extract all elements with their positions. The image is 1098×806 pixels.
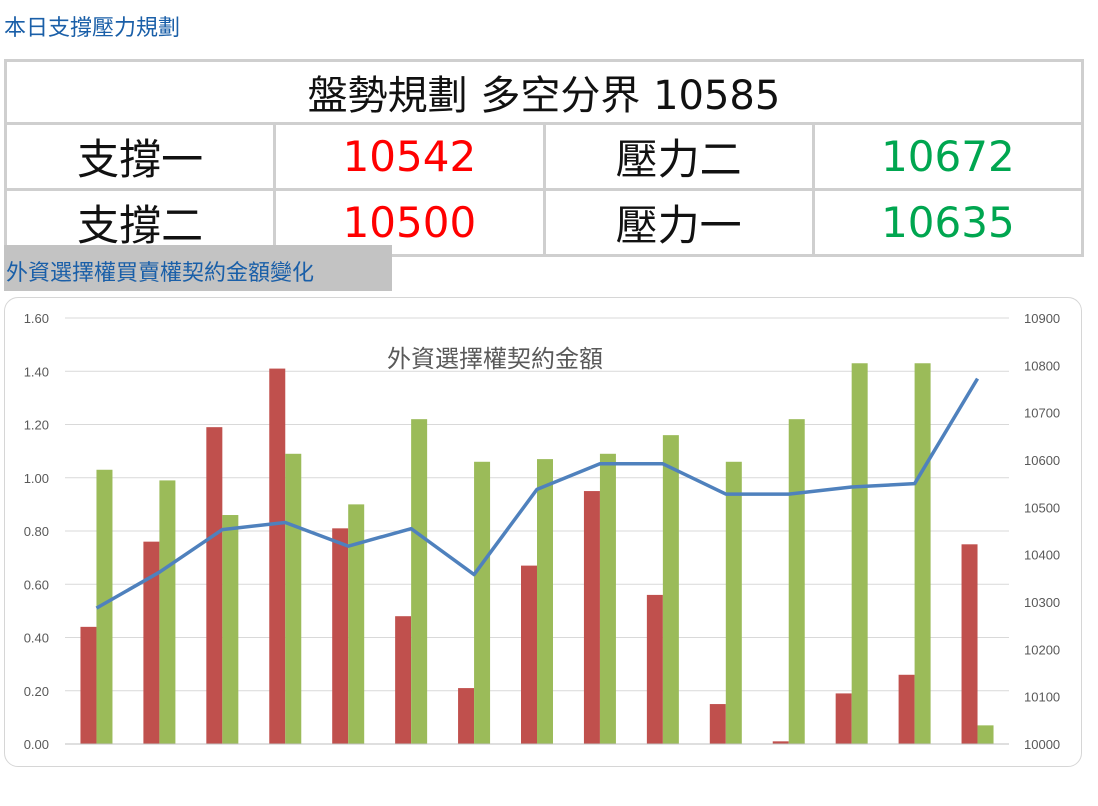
bar-red [646,594,663,744]
y-left-tick-label: 0.80 [24,524,49,539]
y-right-tick-label: 10400 [1024,548,1060,563]
section-title-options: 外資選擇權買賣權契約金額變化 [6,261,315,286]
bar-green [96,469,113,744]
bar-green [599,453,616,744]
chart-title: 外資選擇權契約金額 [387,345,603,373]
bar-red [961,544,978,744]
y-right-tick-label: 10700 [1024,406,1060,421]
y-left-tick-label: 0.00 [24,737,49,752]
bar-red [709,704,726,744]
bar-green [222,515,239,744]
bar-red [458,688,475,744]
y-right-tick-label: 10200 [1024,642,1060,657]
y-right-tick-label: 10800 [1024,358,1060,373]
bar-green [662,435,679,744]
bar-red [835,693,852,744]
bar-red [80,626,97,744]
bar-green [788,419,805,744]
support-value: 10500 [273,188,546,257]
index-line [95,377,980,610]
bar-green [725,461,742,744]
bar-red [143,541,160,744]
bar-green [411,419,428,744]
bar-green [159,480,176,744]
bar-green [537,459,553,744]
bar-green [914,363,931,744]
bar-green [977,725,994,744]
y-left-tick-label: 1.00 [24,471,49,486]
pressure-label: 壓力一 [542,188,815,257]
bar-red [521,565,537,744]
bar-green [474,461,491,744]
y-left-tick-label: 0.60 [24,577,49,592]
plan-row: 支撐二 10500 壓力一 10635 [3,188,1085,257]
y-left-tick-label: 1.60 [24,311,49,326]
pressure-label: 壓力二 [542,122,815,191]
y-right-tick-label: 10600 [1024,453,1060,468]
bar-green [851,363,868,744]
section-title-background [4,245,392,291]
plan-row: 支撐一 10542 壓力二 10672 [3,122,1085,191]
y-right-tick-label: 10000 [1024,737,1060,752]
bar-green [285,453,302,744]
support-value: 10542 [273,122,546,191]
bar-red [772,741,789,744]
y-left-tick-label: 0.20 [24,684,49,699]
bar-red [898,674,915,744]
bar-red [332,528,349,744]
pressure-value: 10635 [811,188,1085,257]
y-right-tick-label: 10900 [1024,311,1060,326]
bar-green [348,504,365,744]
options-chart: 0.00 0.20 0.40 0.60 0.80 1.00 1.20 1.40 1.60 1000… [24,311,1060,752]
y-left-tick-label: 1.40 [24,364,49,379]
support-label: 支撐一 [3,122,277,191]
plan-table: 盤勢規劃 多空分界 10585 支撐一 10542 壓力二 10672 支撐二 … [3,59,1085,257]
y-left-tick-label: 1.20 [24,418,49,433]
plan-title-row: 盤勢規劃 多空分界 10585 [4,59,1084,125]
plan-title: 盤勢規劃 多空分界 10585 [4,59,1084,125]
bar-red [583,491,600,744]
bar-red [395,616,412,744]
y-right-tick-label: 10100 [1024,690,1060,705]
bar-red [269,368,286,744]
y-right-tick-label: 10300 [1024,595,1060,610]
section-title-support-pressure: 本日支撐壓力規劃 [4,16,181,41]
chart-container: 0.00 0.20 0.40 0.60 0.80 1.00 1.20 1.40 1.60 1000… [4,297,1082,767]
y-right-tick-label: 10500 [1024,500,1060,515]
y-left-tick-label: 0.40 [24,631,49,646]
pressure-value: 10672 [811,122,1085,191]
bar-red [206,427,223,744]
